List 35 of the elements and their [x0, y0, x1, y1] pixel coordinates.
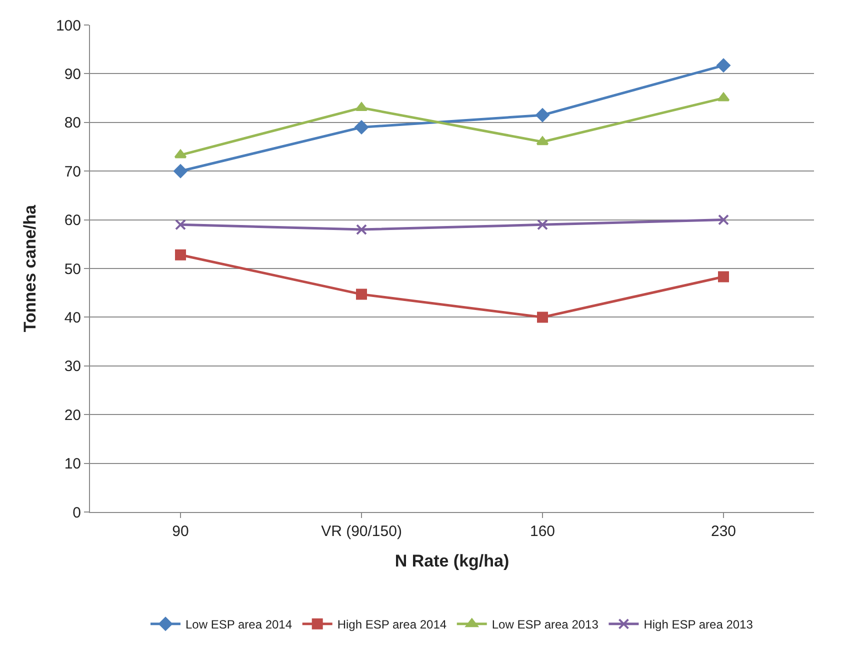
y-tick-label: 100 [56, 17, 81, 34]
y-tick-label: 20 [64, 406, 81, 424]
y-tick-label: 80 [64, 114, 81, 132]
x-tick-label: 230 [710, 523, 736, 540]
point [536, 108, 550, 122]
point [537, 219, 548, 230]
y-tick-label: 90 [64, 66, 81, 83]
point [175, 219, 186, 230]
x-tick-label: VR (90/150) [321, 523, 402, 540]
y-tick-label: 0 [72, 504, 81, 522]
point [718, 271, 729, 282]
y-axis-title: Tonnes cane/ha [20, 204, 40, 332]
legend-label: Low ESP area 2014 [186, 618, 292, 632]
point [536, 136, 549, 146]
point [355, 102, 368, 112]
x-tick-label: 160 [530, 523, 556, 540]
y-tick-label: 60 [64, 212, 81, 230]
point [356, 288, 367, 300]
point [356, 224, 367, 236]
legend-label: High ESP area 2013 [644, 618, 754, 632]
y-tick-label: 50 [64, 260, 81, 278]
point [718, 214, 729, 226]
point [354, 120, 368, 134]
y-tick-label: 30 [64, 358, 81, 376]
point [537, 312, 548, 323]
legend-label: Low ESP area 2013 [492, 618, 599, 632]
y-tick-label: 10 [64, 456, 81, 473]
y-tick-label: 40 [64, 309, 81, 326]
legend-label: High ESP area 2014 [337, 618, 447, 632]
x-axis-title: N Rate (kg/ha) [394, 551, 510, 570]
y-tick-label: 70 [64, 163, 81, 180]
point [174, 164, 188, 178]
point [716, 58, 730, 72]
x-tick-label: 90 [172, 523, 189, 540]
point [175, 249, 186, 260]
